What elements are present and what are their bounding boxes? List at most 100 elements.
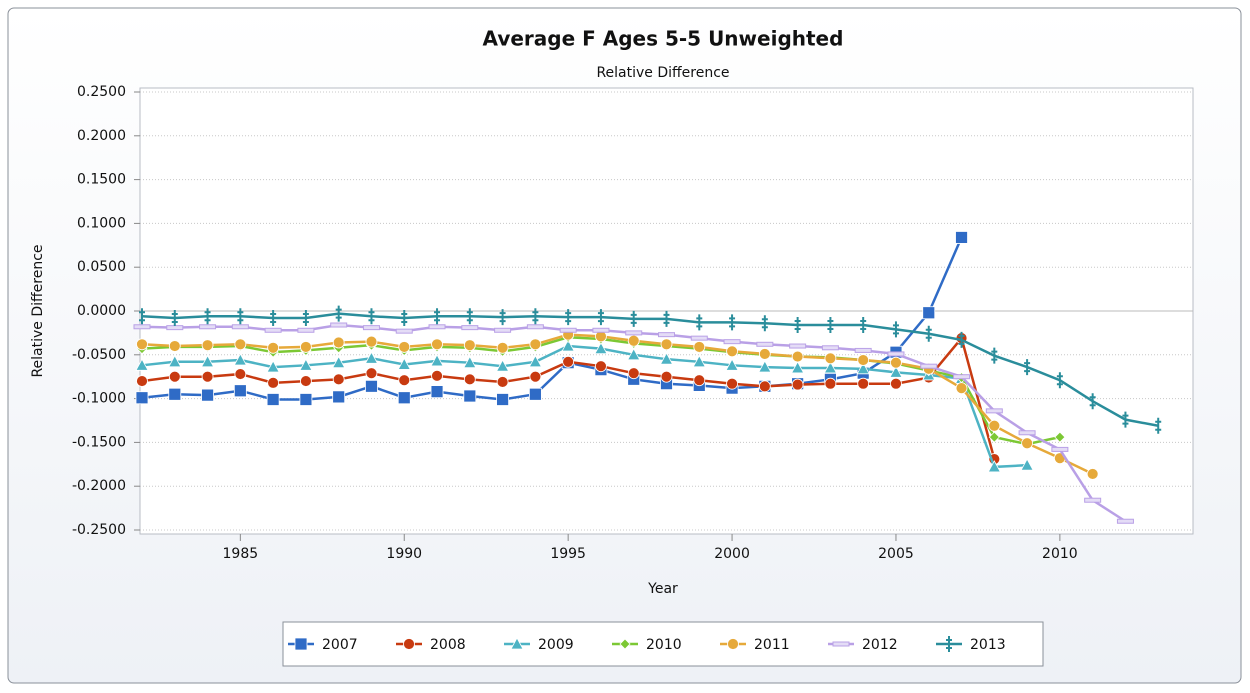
marker <box>231 324 249 330</box>
marker <box>756 341 774 347</box>
y-tick-label: -0.2000 <box>72 478 126 494</box>
marker <box>693 341 706 353</box>
marker <box>332 390 346 404</box>
marker <box>1116 518 1134 524</box>
legend-label: 2013 <box>970 637 1006 653</box>
marker <box>461 325 479 331</box>
marker <box>987 460 1001 473</box>
marker <box>398 341 411 353</box>
marker <box>297 327 315 333</box>
marker <box>528 354 543 368</box>
x-tick-label: 1990 <box>386 546 422 562</box>
marker <box>726 377 738 390</box>
marker <box>364 351 379 364</box>
marker <box>168 340 181 352</box>
marker <box>693 374 706 387</box>
x-tick-label: 1985 <box>223 546 259 562</box>
marker <box>168 370 181 383</box>
marker <box>625 330 643 336</box>
marker <box>562 355 575 368</box>
marker <box>627 367 640 380</box>
x-tick-label: 2000 <box>714 546 750 562</box>
marker <box>832 641 850 647</box>
marker <box>200 354 215 368</box>
marker <box>496 341 509 354</box>
marker <box>463 339 476 352</box>
marker <box>946 636 952 652</box>
marker <box>953 374 971 380</box>
marker <box>1155 417 1162 434</box>
y-tick-label: 0.1500 <box>77 172 126 188</box>
marker <box>988 419 1001 432</box>
marker <box>496 393 509 406</box>
legend-label: 2007 <box>322 637 358 653</box>
marker <box>790 361 805 374</box>
marker <box>495 359 510 372</box>
marker <box>889 365 903 378</box>
marker <box>135 391 149 405</box>
marker <box>1056 372 1063 389</box>
marker <box>827 317 834 334</box>
marker <box>723 339 741 345</box>
chart-subtitle: Relative Difference <box>596 65 729 81</box>
marker <box>201 388 214 402</box>
marker <box>1086 468 1099 480</box>
marker <box>860 317 867 334</box>
marker <box>168 354 182 368</box>
y-tick-label: -0.1000 <box>72 391 126 407</box>
marker <box>526 324 544 330</box>
marker <box>430 354 444 367</box>
y-tick-label: 0.0000 <box>77 303 126 319</box>
marker <box>1020 458 1034 471</box>
marker <box>758 360 772 373</box>
marker <box>758 380 771 393</box>
marker <box>368 308 375 325</box>
marker <box>430 385 444 398</box>
x-tick-label: 2005 <box>878 546 914 562</box>
y-tick-label: -0.1500 <box>72 434 126 450</box>
marker <box>1084 497 1102 503</box>
marker <box>264 327 282 333</box>
marker <box>365 367 378 380</box>
marker <box>397 357 411 370</box>
marker <box>270 310 277 327</box>
chart-title: Average F Ages 5-5 Unweighted <box>483 27 844 51</box>
marker <box>592 327 610 333</box>
marker <box>398 374 411 387</box>
marker <box>299 358 313 371</box>
marker <box>890 356 902 369</box>
marker <box>201 339 214 352</box>
marker <box>988 431 1000 443</box>
marker <box>690 335 708 341</box>
marker <box>335 305 342 322</box>
marker <box>594 341 608 355</box>
marker <box>985 408 1003 414</box>
marker <box>529 370 542 383</box>
marker <box>857 377 870 390</box>
marker <box>234 368 247 380</box>
marker <box>133 324 151 330</box>
y-tick-label: 0.2000 <box>77 128 126 144</box>
marker <box>824 377 837 390</box>
x-tick-label: 2010 <box>1042 546 1078 562</box>
legend-label: 2008 <box>430 637 466 653</box>
series-line <box>141 344 1028 469</box>
marker <box>856 361 870 375</box>
marker <box>166 325 184 331</box>
marker <box>791 350 804 363</box>
marker <box>1051 446 1069 452</box>
marker <box>199 324 217 330</box>
marker <box>494 327 512 333</box>
marker <box>958 331 965 348</box>
marker <box>267 341 280 354</box>
marker <box>1024 359 1031 376</box>
marker <box>824 352 837 365</box>
marker <box>135 358 149 371</box>
marker <box>463 389 477 403</box>
marker <box>955 231 968 244</box>
marker <box>431 338 443 351</box>
legend-label: 2012 <box>862 637 898 653</box>
y-tick-label: -0.2500 <box>72 522 126 538</box>
